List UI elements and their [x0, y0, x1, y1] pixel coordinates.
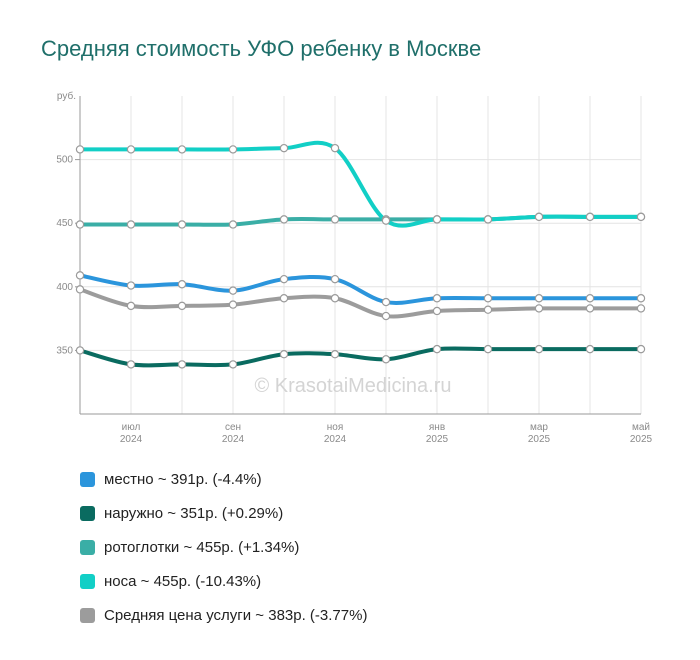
x-tick-label-month: июл: [122, 422, 141, 433]
data-point: [585, 304, 595, 313]
series-line-4: [78, 287, 643, 319]
data-point: [126, 301, 136, 311]
data-point: [432, 215, 442, 224]
x-tick-label-year: 2025: [630, 434, 653, 445]
data-point: [228, 300, 238, 309]
data-point: [279, 143, 289, 153]
series-line-3: [78, 140, 643, 228]
data-point: [585, 212, 595, 222]
legend-item[interactable]: Средняя цена услуги ~ 383р. (-3.77%): [80, 598, 367, 632]
data-point: [534, 344, 544, 354]
data-point: [177, 220, 187, 229]
data-point: [228, 286, 238, 295]
data-point: [75, 220, 85, 229]
data-point: [330, 274, 340, 284]
data-point: [636, 344, 646, 354]
data-point: [330, 294, 340, 303]
legend-label: носа ~ 455р. (-10.43%): [104, 572, 262, 590]
x-tick-label-month: сен: [225, 422, 241, 433]
x-tick-label-year: 2024: [324, 434, 347, 445]
legend-item[interactable]: местно ~ 391р. (-4.4%): [80, 462, 367, 496]
x-tick-label-month: ноя: [327, 422, 344, 433]
legend-swatch: [80, 471, 95, 487]
data-point: [585, 344, 595, 354]
x-tick-label-year: 2024: [222, 434, 245, 445]
data-point: [126, 220, 136, 229]
data-point: [279, 215, 289, 224]
series-points: [75, 143, 646, 369]
legend-item[interactable]: носа ~ 455р. (-10.43%): [80, 564, 367, 598]
data-point: [381, 216, 391, 225]
x-tick-label-month: май: [632, 422, 650, 433]
data-point: [177, 145, 187, 154]
data-point: [177, 280, 187, 289]
data-point: [75, 285, 85, 294]
data-point: [75, 271, 85, 280]
y-tick-label: 500: [56, 155, 73, 166]
x-tick-label-year: 2024: [120, 434, 143, 445]
data-point: [279, 350, 289, 359]
data-point: [636, 304, 646, 313]
data-point: [330, 143, 340, 153]
data-point: [483, 305, 493, 314]
data-point: [483, 294, 493, 303]
legend-swatch: [80, 607, 95, 623]
data-point: [636, 212, 646, 222]
data-point: [432, 306, 442, 316]
data-point: [534, 304, 544, 313]
x-tick-label-month: мар: [530, 422, 548, 433]
data-point: [432, 344, 442, 354]
legend-swatch: [80, 573, 95, 589]
legend-label: ротоглотки ~ 455р. (+1.34%): [104, 538, 300, 556]
x-tick-label-month: янв: [429, 422, 445, 433]
data-point: [483, 215, 493, 224]
watermark-text: © KrasotaiMedicina.ru: [254, 375, 451, 397]
data-point: [381, 297, 391, 307]
y-tick-label: 450: [56, 218, 73, 229]
legend-swatch: [80, 505, 95, 521]
x-tick-label-year: 2025: [426, 434, 449, 445]
legend-label: наружно ~ 351р. (+0.29%): [104, 504, 284, 522]
data-point: [228, 220, 238, 229]
series-lines: [78, 140, 643, 368]
x-tick-label-year: 2025: [528, 434, 551, 445]
legend-item[interactable]: ротоглотки ~ 455р. (+1.34%): [80, 530, 367, 564]
data-point: [432, 294, 442, 303]
line-chart: © KrasotaiMedicina.ru руб. 350 400 450 500 ию…: [56, 90, 653, 445]
data-point: [483, 344, 493, 354]
y-tick-label: 400: [56, 282, 73, 293]
data-point: [585, 294, 595, 303]
data-point: [534, 212, 544, 222]
data-point: [534, 294, 544, 303]
chart-title: Средняя стоимость УФО ребенку в Москве: [41, 36, 482, 61]
data-point: [636, 294, 646, 303]
data-point: [279, 274, 289, 284]
data-point: [381, 311, 391, 321]
data-point: [177, 360, 187, 369]
y-axis-unit-label: руб.: [57, 90, 76, 102]
data-point: [381, 355, 391, 364]
data-point: [126, 145, 136, 154]
legend-swatch: [80, 539, 95, 555]
data-point: [126, 281, 136, 290]
series-line-0: [78, 273, 643, 305]
data-point: [126, 360, 136, 369]
data-point: [330, 350, 340, 359]
data-point: [330, 215, 340, 224]
data-point: [177, 301, 187, 311]
legend-label: Средняя цена услуги ~ 383р. (-3.77%): [104, 606, 368, 624]
legend-item[interactable]: наружно ~ 351р. (+0.29%): [80, 496, 367, 530]
data-point: [228, 145, 238, 154]
legend-label: местно ~ 391р. (-4.4%): [104, 470, 262, 488]
data-point: [75, 145, 85, 154]
data-point: [279, 294, 289, 303]
chart-legend: местно ~ 391р. (-4.4%) наружно ~ 351р. (+…: [80, 462, 367, 632]
data-point: [75, 346, 85, 355]
y-tick-label: 350: [56, 345, 73, 356]
series-line-1: [78, 346, 643, 368]
data-point: [228, 360, 238, 369]
